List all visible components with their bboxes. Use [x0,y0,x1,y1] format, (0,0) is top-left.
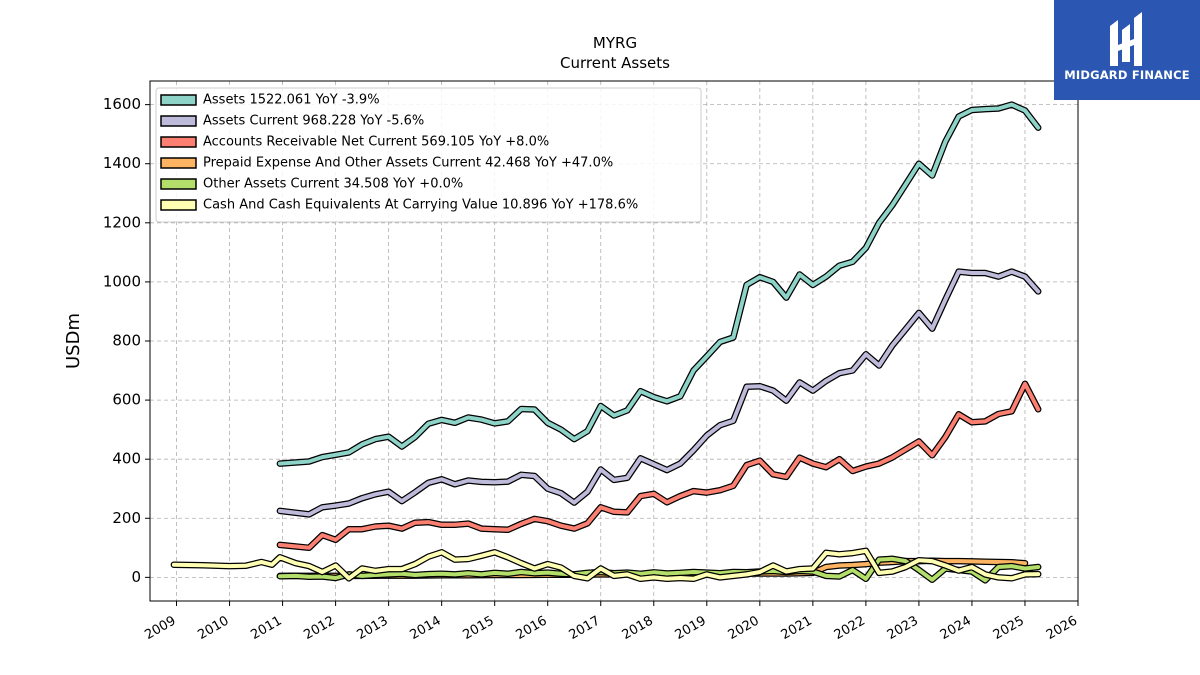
series-2 [276,380,1042,552]
x-tick-label: 2021 [779,613,815,643]
y-tick-label: 200 [112,509,141,527]
legend-entry: Cash And Cash Equivalents At Carrying Va… [203,198,638,213]
legend-swatch [160,178,197,190]
series-line [171,548,1041,581]
legend-entry: Accounts Receivable Net Current 569.105 … [203,135,549,150]
x-tick-label: 2017 [567,613,603,643]
x-tick-label: 2011 [248,613,284,643]
y-tick-label: 0 [131,568,141,586]
x-tick-label: 2016 [514,613,550,643]
y-tick-label: 400 [112,450,141,468]
x-tick-label: 2022 [832,613,868,643]
series-line [277,269,1041,517]
x-tick-label: 2010 [195,613,231,643]
series-layer [170,101,1042,584]
x-tick-label: 2023 [885,613,921,643]
y-axis-label: USDm [63,313,84,369]
legend-entry: Other Assets Current 34.508 YoY +0.0% [203,177,463,192]
legend-entry: Prepaid Expense And Other Assets Current… [203,156,613,171]
chart-title: MYRG [593,34,637,52]
legend-swatch [160,94,197,106]
series-0 [276,101,1042,467]
legend-entry: Assets 1522.061 YoY -3.9% [203,93,380,108]
midgard-logo-icon [1110,12,1142,66]
series-line-outline [276,268,1042,518]
legend: Assets 1522.061 YoY -3.9% Assets Current … [155,87,702,223]
x-tick-label: 2019 [673,613,709,643]
y-tick-label: 1600 [103,95,141,113]
series-line [277,381,1041,550]
x-tick-label: 2013 [354,613,390,643]
chart-subtitle: Current Assets [560,54,670,72]
y-tick-label: 1200 [103,213,141,231]
y-tick-label: 1000 [103,272,141,290]
x-axis: 2009 2010 2011 2012 2013 2014 2015 2016 2017 2018… [142,601,1080,643]
y-tick-label: 600 [112,391,141,409]
x-tick-label: 2014 [407,613,443,643]
brand-name: MIDGARD FINANCE [1064,68,1190,82]
x-tick-label: 2009 [142,613,178,643]
x-tick-label: 2012 [301,613,337,643]
series-5 [170,547,1042,583]
legend-swatch [160,199,197,211]
y-tick-label: 1400 [103,154,141,172]
legend-swatch [160,115,197,127]
series-1 [276,268,1042,518]
legend-entry: Assets Current 968.228 YoY -5.6% [203,114,424,129]
x-tick-label: 2020 [726,613,762,643]
x-tick-label: 2015 [461,613,497,643]
legend-box [155,87,702,223]
brand-logo: MIDGARD FINANCE [1054,0,1200,100]
legend-swatch [160,157,197,169]
x-tick-label: 2018 [620,613,656,643]
x-tick-label: 2025 [991,613,1027,643]
legend-swatch [160,136,197,148]
y-tick-label: 800 [112,332,141,350]
x-tick-label: 2024 [938,613,974,643]
x-tick-label: 2026 [1044,613,1080,643]
y-axis: 0 200 400 600 800 1000 1200 1400 1600 [103,95,150,586]
series-line [277,102,1041,466]
